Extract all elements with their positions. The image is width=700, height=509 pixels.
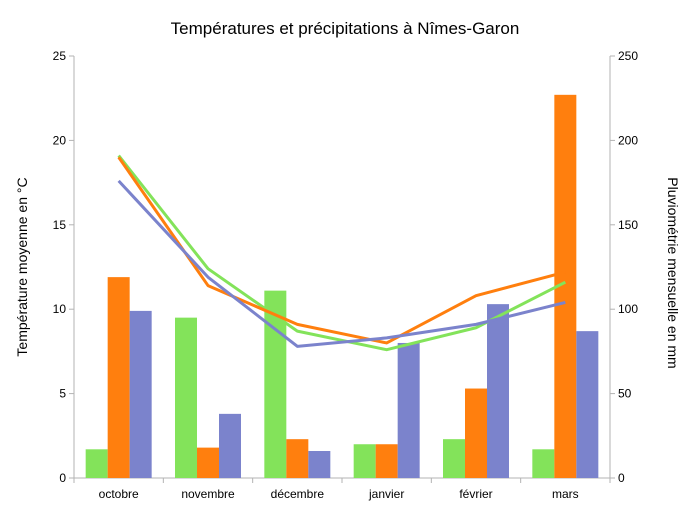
y2-tick-label: 100 xyxy=(618,302,638,316)
y2-tick-label: 50 xyxy=(618,387,632,401)
y-tick-label: 5 xyxy=(59,387,66,401)
bar xyxy=(554,94,577,478)
y2-tick-label: 150 xyxy=(618,218,638,232)
y-tick-label: 0 xyxy=(59,471,66,485)
bar xyxy=(397,342,420,478)
bar xyxy=(487,304,509,478)
bar xyxy=(465,388,487,478)
bar xyxy=(532,449,555,478)
x-tick-label: janvier xyxy=(368,487,404,501)
y2-axis-title: Pluviométrie mensuelle en mm xyxy=(665,177,681,368)
bar xyxy=(375,444,398,478)
y-axis-title: Température moyenne en °C xyxy=(14,177,30,356)
y2-tick-label: 200 xyxy=(618,133,638,147)
y-tick-label: 20 xyxy=(53,133,67,147)
bar xyxy=(197,447,219,478)
x-tick-label: novembre xyxy=(181,487,235,501)
bar xyxy=(175,317,197,478)
y2-tick-label: 250 xyxy=(618,49,638,63)
x-tick-label: décembre xyxy=(271,487,325,501)
bar xyxy=(576,331,599,478)
x-tick-label: mars xyxy=(552,487,579,501)
bar xyxy=(107,277,130,478)
series-line xyxy=(117,156,566,345)
x-tick-label: février xyxy=(459,487,492,501)
chart-title: Températures et précipitations à Nîmes-G… xyxy=(171,19,520,38)
y2-tick-label: 0 xyxy=(618,471,625,485)
bar xyxy=(443,439,465,478)
series-line xyxy=(117,179,566,348)
y-tick-label: 15 xyxy=(53,218,67,232)
bar xyxy=(264,290,287,478)
y-tick-label: 10 xyxy=(53,302,67,316)
bar xyxy=(219,413,241,478)
x-tick-label: octobre xyxy=(99,487,139,501)
bar xyxy=(85,449,108,478)
bar xyxy=(353,444,376,478)
bar xyxy=(129,310,152,478)
y-tick-label: 25 xyxy=(53,49,67,63)
bar xyxy=(308,450,331,478)
bar xyxy=(286,439,309,478)
